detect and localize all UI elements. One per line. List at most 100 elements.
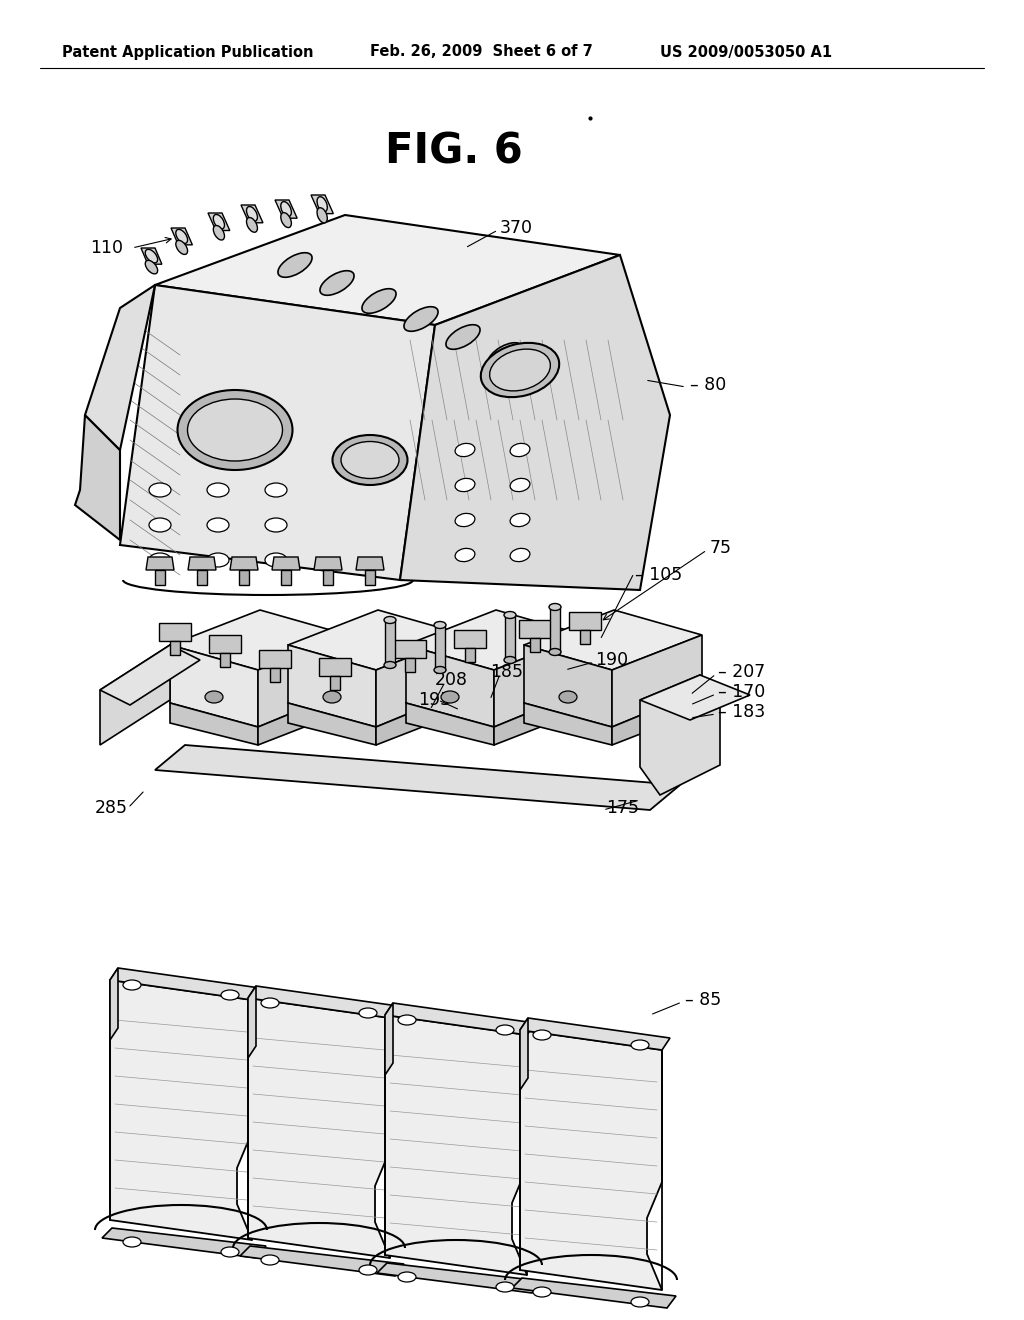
Ellipse shape	[496, 1282, 514, 1292]
Text: 195: 195	[418, 690, 452, 709]
Ellipse shape	[213, 214, 224, 230]
Polygon shape	[377, 1263, 541, 1294]
Ellipse shape	[261, 1255, 279, 1265]
Polygon shape	[100, 645, 170, 744]
Ellipse shape	[150, 517, 171, 532]
Ellipse shape	[398, 1272, 416, 1282]
Ellipse shape	[496, 1026, 514, 1035]
Text: 175: 175	[606, 799, 639, 817]
Text: 370: 370	[500, 219, 534, 238]
Ellipse shape	[510, 478, 529, 491]
Ellipse shape	[247, 218, 257, 232]
Polygon shape	[406, 645, 494, 727]
Polygon shape	[569, 612, 601, 630]
Polygon shape	[275, 201, 297, 218]
Polygon shape	[208, 213, 229, 231]
Text: FIG. 6: FIG. 6	[385, 129, 522, 172]
Ellipse shape	[177, 389, 293, 470]
Ellipse shape	[205, 690, 223, 704]
Text: US 2009/0053050 A1: US 2009/0053050 A1	[660, 45, 833, 59]
Polygon shape	[197, 570, 207, 585]
Ellipse shape	[434, 667, 446, 673]
Ellipse shape	[145, 249, 158, 263]
Ellipse shape	[488, 343, 522, 367]
Ellipse shape	[150, 483, 171, 498]
Ellipse shape	[510, 444, 529, 457]
Ellipse shape	[489, 348, 550, 391]
Ellipse shape	[319, 271, 354, 296]
Ellipse shape	[317, 207, 328, 223]
Polygon shape	[612, 690, 702, 744]
Polygon shape	[394, 640, 426, 657]
Text: 110: 110	[90, 239, 123, 257]
Polygon shape	[272, 557, 300, 570]
Polygon shape	[259, 649, 291, 668]
Ellipse shape	[247, 206, 257, 222]
Text: – 80: – 80	[690, 376, 726, 393]
Ellipse shape	[549, 648, 561, 656]
Ellipse shape	[281, 213, 292, 227]
Ellipse shape	[359, 1265, 377, 1275]
Polygon shape	[102, 1228, 266, 1258]
Ellipse shape	[559, 690, 577, 704]
Polygon shape	[170, 704, 258, 744]
Ellipse shape	[123, 979, 141, 990]
Ellipse shape	[434, 622, 446, 628]
Polygon shape	[209, 635, 241, 653]
Ellipse shape	[504, 611, 516, 619]
Polygon shape	[406, 657, 415, 672]
Ellipse shape	[278, 252, 312, 277]
Polygon shape	[530, 638, 540, 652]
Ellipse shape	[213, 226, 224, 240]
Polygon shape	[230, 557, 258, 570]
Polygon shape	[330, 676, 340, 690]
Polygon shape	[314, 557, 342, 570]
Polygon shape	[323, 570, 333, 585]
Ellipse shape	[455, 548, 475, 561]
Polygon shape	[220, 653, 230, 667]
Polygon shape	[550, 607, 560, 652]
Ellipse shape	[549, 603, 561, 610]
Ellipse shape	[384, 616, 396, 623]
Polygon shape	[281, 570, 291, 585]
Polygon shape	[110, 979, 252, 1239]
Ellipse shape	[221, 990, 239, 1001]
Polygon shape	[524, 704, 612, 744]
Ellipse shape	[281, 202, 292, 216]
Polygon shape	[376, 690, 466, 744]
Ellipse shape	[403, 306, 438, 331]
Ellipse shape	[187, 399, 283, 461]
Ellipse shape	[123, 1237, 141, 1247]
Text: Feb. 26, 2009  Sheet 6 of 7: Feb. 26, 2009 Sheet 6 of 7	[370, 45, 593, 59]
Ellipse shape	[176, 240, 187, 255]
Text: Patent Application Publication: Patent Application Publication	[62, 45, 313, 59]
Polygon shape	[400, 255, 670, 590]
Polygon shape	[248, 986, 256, 1059]
Ellipse shape	[455, 444, 475, 457]
Polygon shape	[319, 657, 351, 676]
Ellipse shape	[631, 1040, 649, 1049]
Ellipse shape	[317, 197, 328, 213]
Polygon shape	[505, 615, 515, 660]
Polygon shape	[494, 690, 584, 744]
Polygon shape	[640, 675, 750, 719]
Ellipse shape	[176, 230, 187, 243]
Ellipse shape	[441, 690, 459, 704]
Polygon shape	[385, 620, 395, 665]
Ellipse shape	[455, 478, 475, 491]
Polygon shape	[159, 623, 191, 642]
Polygon shape	[454, 630, 486, 648]
Ellipse shape	[265, 483, 287, 498]
Polygon shape	[385, 1015, 527, 1275]
Text: – 183: – 183	[718, 704, 765, 721]
Polygon shape	[365, 570, 375, 585]
Polygon shape	[612, 635, 702, 727]
Polygon shape	[85, 285, 155, 450]
Polygon shape	[520, 1018, 670, 1049]
Ellipse shape	[221, 1247, 239, 1257]
Ellipse shape	[150, 553, 171, 568]
Polygon shape	[524, 610, 702, 671]
Polygon shape	[580, 630, 590, 644]
Polygon shape	[170, 645, 258, 727]
Polygon shape	[512, 1278, 676, 1308]
